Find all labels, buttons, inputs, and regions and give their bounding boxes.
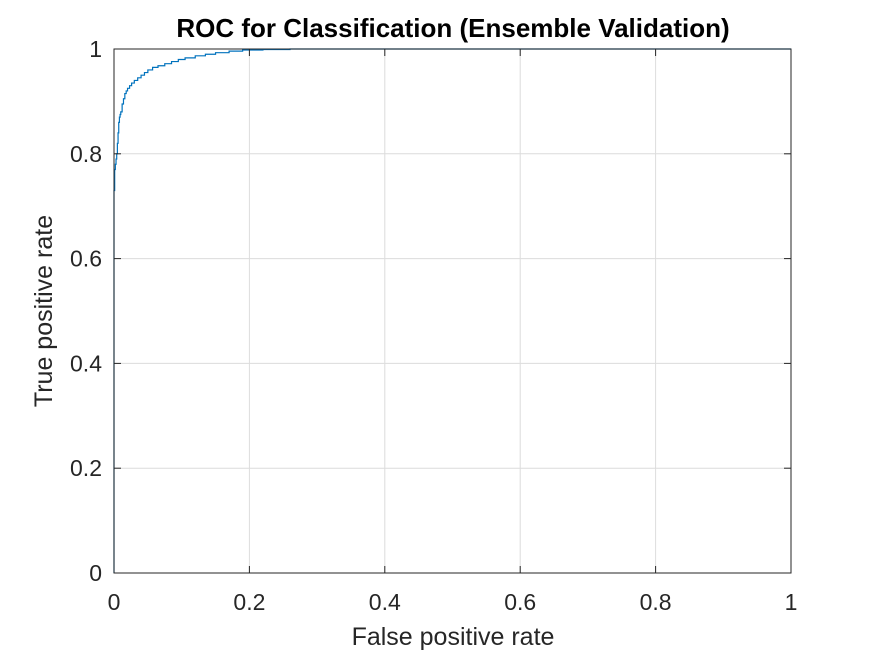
y-tick-labels: 0 0.2 0.4 0.6 0.8 1 bbox=[70, 36, 102, 586]
roc-curve bbox=[113, 48, 791, 573]
series-layer bbox=[113, 48, 791, 573]
x-tick-label: 0.2 bbox=[233, 589, 265, 615]
grid bbox=[113, 48, 792, 574]
plot-area-border bbox=[113, 48, 792, 574]
y-axis-label: True positive rate bbox=[30, 215, 58, 407]
y-tick-label: 1 bbox=[89, 36, 102, 62]
x-tick-label: 0.8 bbox=[640, 589, 672, 615]
x-tick-label: 0 bbox=[108, 589, 121, 615]
x-tick-label: 1 bbox=[785, 589, 798, 615]
y-tick-label: 0.2 bbox=[70, 455, 102, 481]
tick-marks bbox=[113, 48, 792, 574]
chart-title: ROC for Classification (Ensemble Validat… bbox=[176, 13, 729, 43]
x-tick-label: 0.6 bbox=[504, 589, 536, 615]
y-tick-label: 0.6 bbox=[70, 246, 102, 272]
x-axis-label: False positive rate bbox=[352, 623, 555, 651]
y-tick-label: 0 bbox=[89, 560, 102, 586]
y-tick-label: 0.8 bbox=[70, 141, 102, 167]
x-tick-labels: 0 0.2 0.4 0.6 0.8 1 bbox=[108, 589, 798, 615]
x-tick-label: 0.4 bbox=[369, 589, 401, 615]
y-tick-label: 0.4 bbox=[70, 350, 102, 376]
